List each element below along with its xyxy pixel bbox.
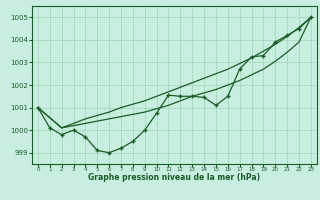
- X-axis label: Graphe pression niveau de la mer (hPa): Graphe pression niveau de la mer (hPa): [88, 173, 260, 182]
